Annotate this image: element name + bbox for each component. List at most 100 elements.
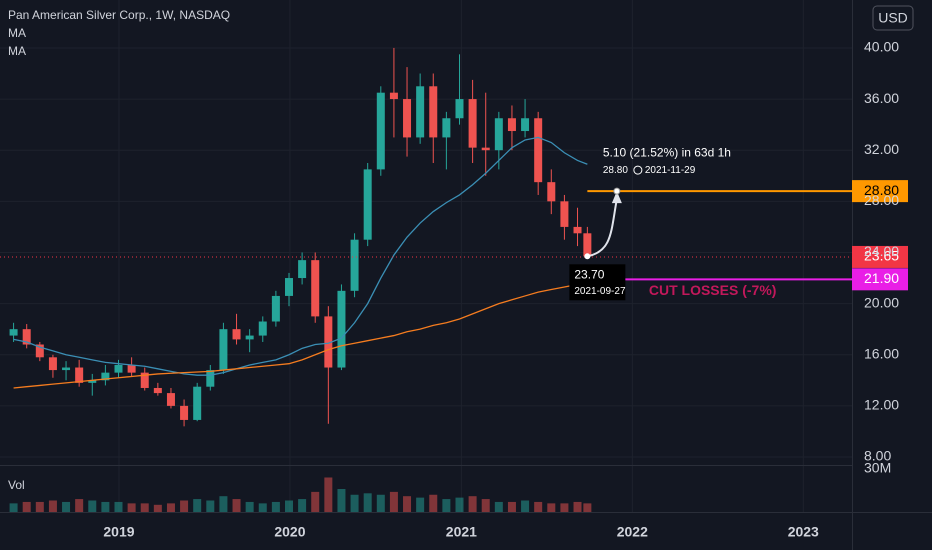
volume-tick-label: 30M xyxy=(864,460,891,476)
candle-body xyxy=(271,295,280,322)
volume-bar xyxy=(560,503,569,512)
candle-body xyxy=(481,147,490,151)
candle-body xyxy=(48,357,57,371)
ma-line xyxy=(13,282,588,389)
start-date: 2021-09-27 xyxy=(574,286,626,297)
candle-body xyxy=(140,372,149,388)
volume-bar xyxy=(507,501,516,512)
candle-body xyxy=(442,118,451,138)
volume-bar xyxy=(337,489,346,512)
x-tick-label: 2019 xyxy=(103,524,134,540)
volume-bar xyxy=(583,503,592,512)
volume-bar xyxy=(481,499,490,512)
volume-bar xyxy=(258,503,267,512)
volume-bar xyxy=(363,493,372,512)
candle-body xyxy=(337,290,346,368)
volume-bar xyxy=(193,499,202,512)
volume-bar xyxy=(219,496,228,512)
volume-bar xyxy=(245,501,254,512)
volume-bar xyxy=(88,500,97,512)
candle-body xyxy=(114,364,123,373)
candle-body xyxy=(429,86,438,138)
volume-bar xyxy=(9,503,18,512)
candle-body xyxy=(153,387,162,394)
candle-body xyxy=(258,321,267,336)
volume-label: Vol xyxy=(8,478,25,492)
plot-area xyxy=(9,47,592,512)
candle-body xyxy=(583,233,592,257)
y-tick-label: 12.00 xyxy=(864,397,899,413)
y-tick-label: 16.00 xyxy=(864,345,899,361)
y-tick-label: 24.00 xyxy=(864,243,899,259)
candle-body xyxy=(298,260,307,279)
candle-body xyxy=(88,380,97,383)
candle-body xyxy=(403,99,412,138)
measure-end xyxy=(613,187,621,195)
volume-bar xyxy=(62,501,71,512)
volume-bar xyxy=(140,503,149,512)
volume-bar xyxy=(22,501,31,512)
x-tick-label: 2021 xyxy=(446,524,477,540)
volume-bar xyxy=(114,501,123,512)
candle-body xyxy=(389,92,398,100)
candle-body xyxy=(75,367,84,383)
ma-line xyxy=(13,136,588,376)
measure-target-date: 2021-11-29 xyxy=(645,165,696,176)
candle-body xyxy=(534,118,543,183)
candle-body xyxy=(416,86,425,138)
candle-body xyxy=(507,118,516,132)
volume-bar xyxy=(75,499,84,512)
volume-bar xyxy=(232,499,241,512)
candle-body xyxy=(284,278,293,296)
currency-label[interactable]: USD xyxy=(878,10,908,26)
candle-body xyxy=(324,316,333,368)
legend-entry: MA xyxy=(8,44,26,58)
candle-body xyxy=(560,201,569,227)
volume-bar xyxy=(468,496,477,512)
x-tick-label: 2020 xyxy=(274,524,305,540)
price-label: 21.90 xyxy=(864,270,899,286)
volume-bar xyxy=(494,501,503,512)
y-tick-label: 32.00 xyxy=(864,141,899,157)
volume-bar xyxy=(180,500,189,512)
overlay: 23.65 28.80 21.90 CUT LOSSES (-7%) 5.10 (21.… xyxy=(0,145,908,301)
candle-body xyxy=(35,344,44,358)
last-price-label: 23.65 xyxy=(864,248,899,264)
candle-body xyxy=(494,118,503,151)
candle-body xyxy=(193,386,202,420)
candle-body xyxy=(180,405,189,420)
volume-bar xyxy=(376,494,385,512)
candle-body xyxy=(363,169,372,240)
volume-bar xyxy=(35,501,44,512)
candle-body xyxy=(166,393,175,406)
candle-body xyxy=(101,372,110,381)
price-label: 28.80 xyxy=(864,182,899,198)
price-label-box xyxy=(852,180,908,203)
candle-body xyxy=(219,329,228,371)
y-tick-label: 36.00 xyxy=(864,90,899,106)
candle-body xyxy=(376,92,385,170)
price-label-box xyxy=(852,268,908,291)
candle-body xyxy=(9,329,18,336)
candle-body xyxy=(22,329,31,345)
volume-bar xyxy=(416,497,425,512)
volume-bar xyxy=(389,491,398,512)
legend-entry: MA xyxy=(8,26,26,40)
arrow-head xyxy=(611,191,622,204)
line-annotation: CUT LOSSES (-7%) xyxy=(649,282,777,298)
start-price: 23.70 xyxy=(574,267,604,281)
clock-icon xyxy=(633,165,643,175)
candle-body xyxy=(468,99,477,148)
currency-button[interactable] xyxy=(872,5,914,31)
measure-arrow xyxy=(587,198,618,258)
candle-body xyxy=(573,226,582,234)
y-tick-label: 40.00 xyxy=(864,39,899,55)
candle-body xyxy=(455,99,464,119)
candle-body xyxy=(547,182,556,202)
volume-bar xyxy=(429,494,438,512)
volume-bar xyxy=(311,491,320,512)
y-tick-label: 8.00 xyxy=(864,448,891,464)
volume-bar xyxy=(127,503,136,512)
volume-bar xyxy=(573,501,582,512)
candle-body xyxy=(245,335,254,340)
